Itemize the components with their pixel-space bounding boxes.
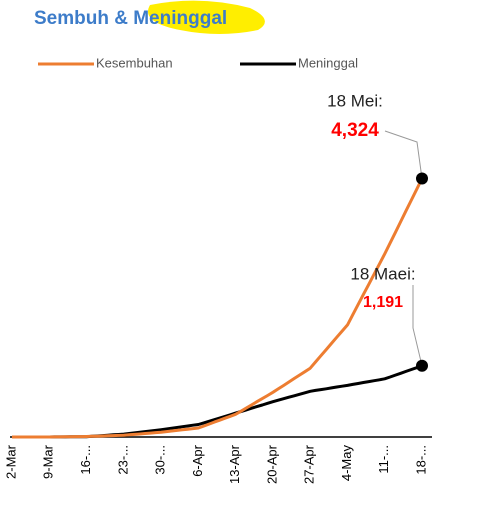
- leader-line: [384, 130, 423, 179]
- legend-label: Meninggal: [298, 55, 358, 70]
- annotation-label: 18 Mei:: [327, 91, 383, 110]
- x-tick-label: 16-...: [78, 445, 93, 475]
- line-series: [12, 364, 423, 439]
- x-tick-label: 11-...: [376, 445, 391, 474]
- decor-blob: [148, 0, 265, 34]
- x-tick-label: 6-Apr: [190, 444, 205, 476]
- x-tick-label: 2-Mar: [3, 444, 18, 479]
- x-tick-label: 27-Apr: [302, 444, 317, 484]
- end-marker: [416, 359, 428, 372]
- x-tick-label: 20-Apr: [264, 444, 279, 484]
- x-tick-label: 13-Apr: [227, 444, 242, 484]
- x-tick-label: 18-...: [413, 445, 428, 475]
- legend-label: Kesembuhan: [96, 55, 173, 70]
- x-tick-label: 9-Mar: [41, 444, 56, 479]
- x-tick-label: 23-...: [115, 445, 130, 475]
- end-marker: [416, 172, 428, 185]
- annotation-label: 18 Maei:: [350, 264, 415, 283]
- chart-title: Sembuh & Meninggal: [34, 8, 227, 29]
- x-tick-label: 4-May: [339, 445, 354, 482]
- x-tick-label: 30-...: [153, 445, 168, 475]
- leader-line: [412, 285, 423, 366]
- annotation-value: 1,191: [363, 294, 403, 311]
- annotation-value: 4,324: [331, 120, 379, 141]
- line-series: [12, 177, 424, 439]
